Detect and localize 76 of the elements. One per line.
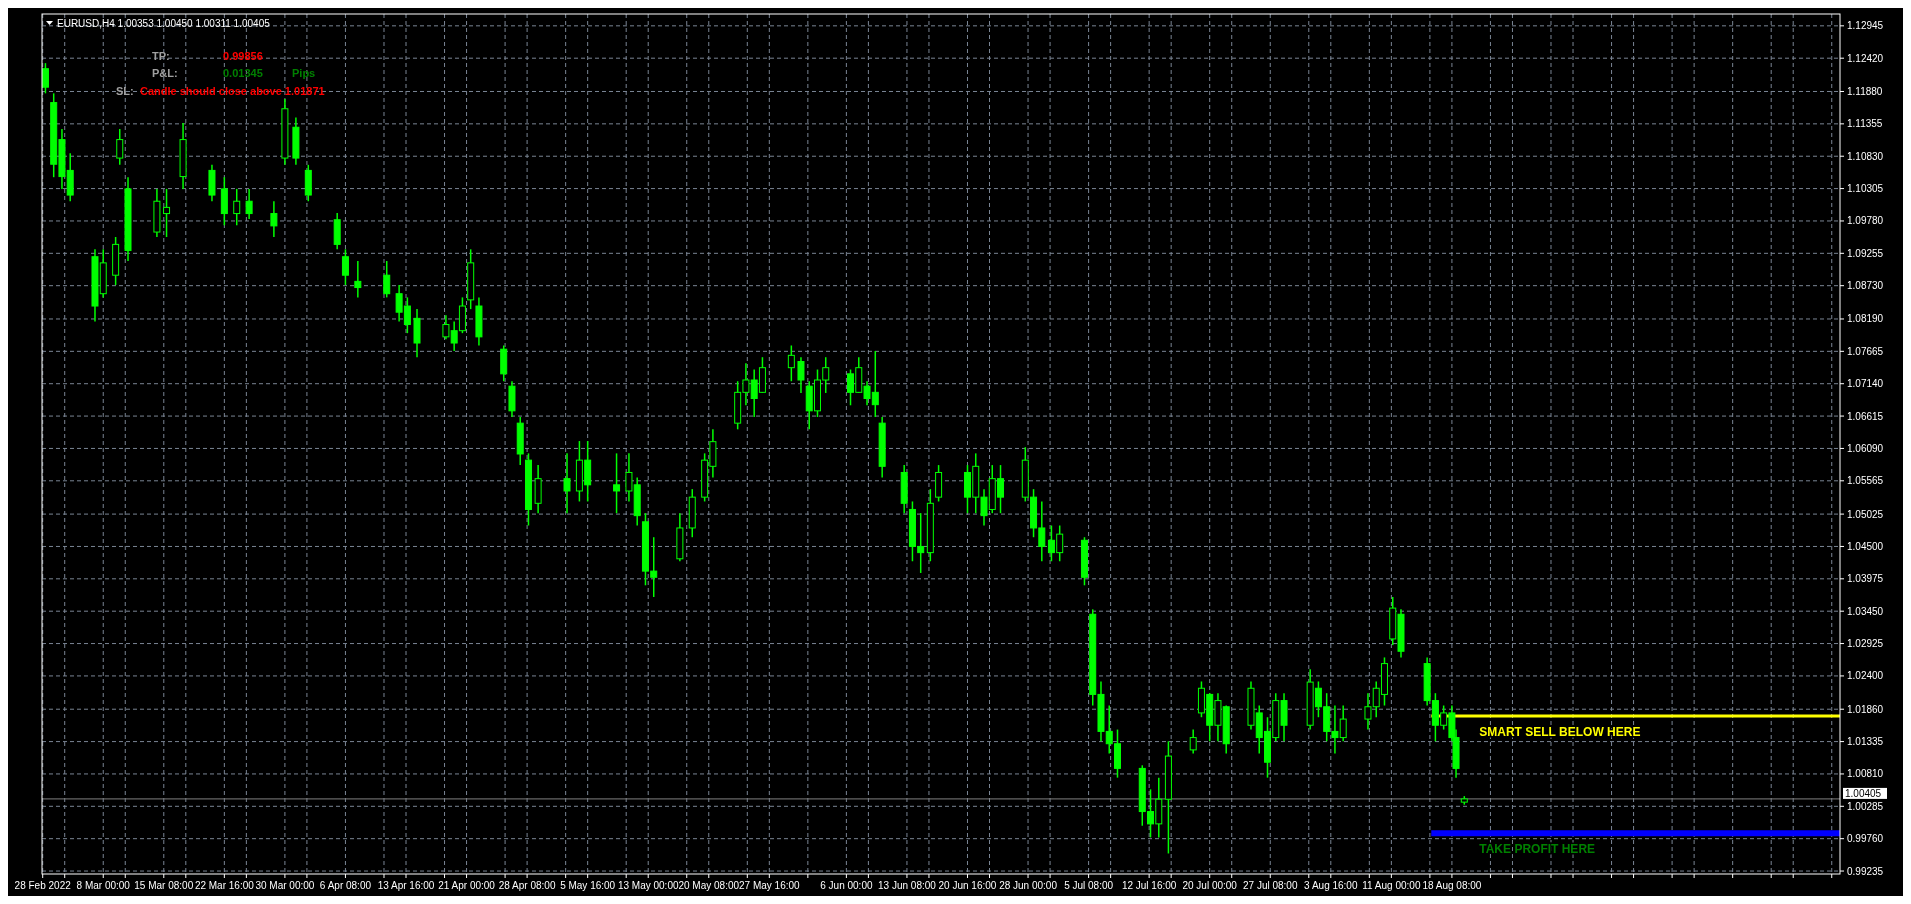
annotation: 0.99856 [223, 50, 263, 62]
y-tick-label: 1.03975 [1847, 573, 1884, 585]
y-tick-label: 1.07665 [1847, 345, 1884, 357]
annotation: TP: [152, 50, 170, 62]
series-label: TAKE PROFIT HERE [1479, 842, 1596, 857]
x-tick-label: 20 Jul 00:00 [1182, 880, 1238, 891]
x-tick-label: 5 Jul 08:00 [1064, 880, 1114, 891]
candlestick [163, 188, 171, 238]
y-tick-label: 1.08190 [1847, 313, 1884, 325]
candlestick [383, 260, 391, 299]
y-tick-label: 1.00810 [1847, 768, 1884, 780]
ref-line-label: 1.00405 [1845, 787, 1882, 799]
x-tick-label: 21 Apr 00:00 [438, 880, 496, 891]
x-tick-label: 28 Apr 08:00 [498, 880, 556, 891]
y-tick-label: 1.04500 [1847, 540, 1884, 552]
y-tick-label: 1.06090 [1847, 442, 1884, 454]
y-tick-label: 1.06615 [1847, 410, 1884, 422]
y-tick-label: 1.01335 [1847, 736, 1884, 748]
candlestick [787, 344, 795, 382]
y-tick-label: 1.03450 [1847, 605, 1884, 617]
y-tick-label: 1.02400 [1847, 670, 1884, 682]
x-tick-label: 20 May 08:00 [678, 880, 740, 891]
y-tick-label: 1.00285 [1847, 800, 1884, 812]
x-tick-label: 20 Jun 16:00 [938, 880, 997, 891]
x-tick-label: 12 Jul 16:00 [1121, 880, 1177, 891]
y-tick-label: 1.05025 [1847, 508, 1884, 520]
y-tick-label: 1.08730 [1847, 280, 1884, 292]
candlestick [613, 452, 621, 514]
x-tick-label: 22 Mar 16:00 [194, 880, 255, 891]
x-tick-label: 13 Jun 08:00 [878, 880, 937, 891]
candlestick [245, 188, 253, 220]
x-tick-label: 28 Feb 2022 [14, 880, 72, 891]
y-tick-label: 1.12420 [1847, 52, 1884, 64]
annotation: Candle should close above 1.01871 [140, 85, 325, 97]
y-tick-label: 1.11880 [1847, 85, 1883, 97]
y-tick-label: 1.11355 [1847, 118, 1883, 130]
candlestick [270, 200, 278, 238]
y-tick-label: 1.09255 [1847, 247, 1884, 259]
candlestick [354, 260, 362, 299]
y-tick-label: 1.09780 [1847, 215, 1884, 227]
x-tick-label: 3 Aug 16:00 [1304, 880, 1358, 891]
y-tick-label: 1.01860 [1847, 703, 1884, 715]
x-tick-label: 5 May 16:00 [560, 880, 616, 891]
chart-subtitle: 1.00353 1.00450 1.00311 1.00405 [117, 18, 270, 29]
annotation: Pips [292, 67, 316, 79]
candlestick [341, 248, 349, 286]
x-tick-label: 28 Jun 00:00 [999, 880, 1058, 891]
series-label: SMART SELL BELOW HERE [1479, 724, 1641, 739]
candlestick [233, 188, 241, 227]
candlestick [563, 452, 571, 514]
x-tick-label: 6 Apr 08:00 [319, 880, 372, 891]
x-tick-label: 15 Mar 08:00 [134, 880, 194, 891]
y-tick-label: 0.99235 [1847, 865, 1884, 877]
annotation: SL: [116, 85, 134, 97]
y-tick-label: 1.10830 [1847, 150, 1884, 162]
candlestick [797, 356, 805, 394]
x-tick-label: 11 Aug 00:00 [1362, 880, 1421, 891]
x-tick-label: 13 May 00:00 [617, 880, 679, 891]
annotation: P&L: [152, 67, 178, 79]
x-tick-label: 13 Apr 16:00 [377, 880, 435, 891]
annotation: 0.01345 [223, 67, 263, 79]
y-tick-label: 0.99760 [1847, 833, 1884, 845]
y-tick-label: 1.05565 [1847, 475, 1884, 487]
y-tick-label: 1.02925 [1847, 638, 1884, 650]
x-tick-label: 8 Mar 00:00 [76, 880, 131, 891]
candlestick [116, 128, 124, 166]
candlestick [1189, 728, 1197, 755]
y-tick-label: 1.07140 [1847, 378, 1884, 390]
x-tick-label: 27 May 16:00 [739, 880, 801, 891]
y-tick-label: 1.10305 [1847, 183, 1884, 195]
chart-title: EURUSD,H4 [57, 18, 115, 29]
x-tick-label: 27 Jul 08:00 [1243, 880, 1298, 891]
x-tick-label: 30 Mar 00:00 [255, 880, 315, 891]
x-tick-label: 18 Aug 08:00 [1422, 880, 1482, 891]
x-tick-label: 6 Jun 00:00 [820, 880, 873, 891]
y-tick-label: 1.12945 [1847, 20, 1884, 32]
